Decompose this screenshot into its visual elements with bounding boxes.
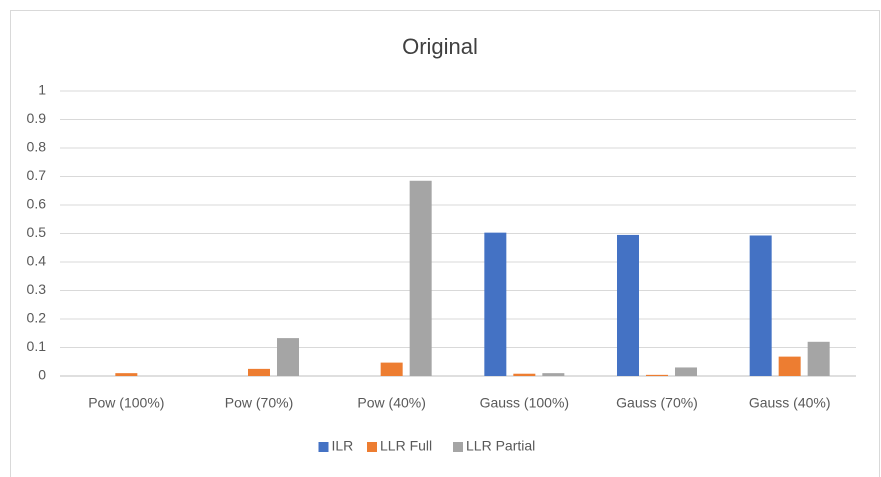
- bar: [513, 373, 536, 376]
- bar: [277, 338, 299, 376]
- y-tick-label: 1: [38, 82, 46, 98]
- chart-title: Original: [402, 34, 478, 59]
- x-tick-label: Gauss (40%): [749, 395, 831, 411]
- legend-swatch: [318, 442, 329, 452]
- legend-label: LLR Full: [380, 438, 432, 454]
- chart-frame: [10, 10, 880, 477]
- bar: [749, 235, 772, 376]
- bar: [380, 362, 403, 376]
- bar: [542, 373, 565, 376]
- legend-label: ILR: [332, 438, 354, 454]
- y-tick-label: 0.9: [27, 110, 47, 126]
- bar: [409, 180, 432, 376]
- legend-swatch: [453, 442, 463, 452]
- y-tick-label: 0.7: [27, 167, 47, 183]
- bar: [778, 356, 801, 376]
- y-tick-label: 0.8: [27, 139, 47, 155]
- bar: [675, 367, 697, 376]
- y-tick-label: 0.1: [27, 338, 47, 354]
- y-tick-label: 0.4: [27, 253, 47, 269]
- y-tick-label: 0.2: [27, 310, 47, 326]
- y-tick-label: 0.5: [27, 224, 47, 240]
- bar: [646, 374, 668, 376]
- x-tick-label: Gauss (70%): [616, 395, 698, 411]
- bar: [115, 373, 138, 376]
- y-tick-label: 0.3: [27, 281, 47, 297]
- x-tick-label: Pow (40%): [357, 395, 425, 411]
- bar: [248, 368, 270, 376]
- legend-swatch: [367, 442, 377, 452]
- y-tick-label: 0.6: [27, 196, 47, 212]
- bar: [484, 232, 507, 376]
- x-tick-label: Pow (70%): [225, 395, 293, 411]
- bar: [807, 341, 830, 376]
- x-tick-label: Pow (100%): [88, 395, 164, 411]
- legend-label: LLR Partial: [466, 438, 535, 454]
- y-tick-label: 0: [38, 367, 46, 383]
- bar: [617, 234, 639, 376]
- x-tick-label: Gauss (100%): [480, 395, 569, 411]
